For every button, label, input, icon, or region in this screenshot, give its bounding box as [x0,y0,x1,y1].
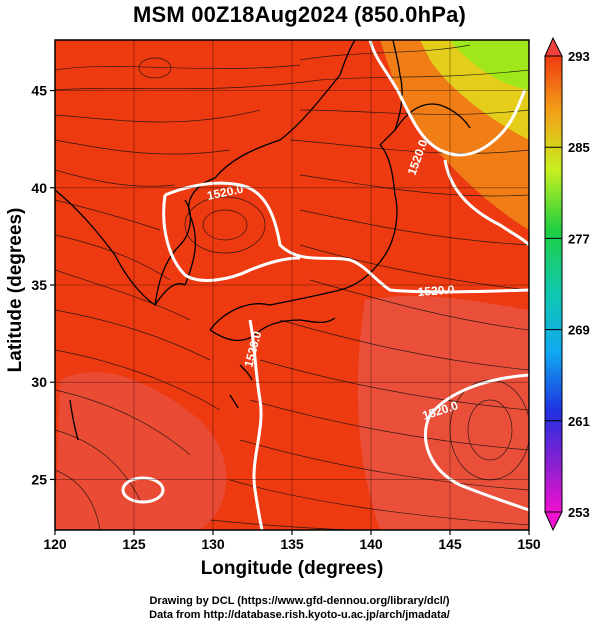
colorbar-tick-label: 269 [568,323,590,338]
y-tick-label: 40 [31,180,47,196]
contours [121,40,529,530]
coastlines [55,40,471,441]
y-tick-label: 25 [31,471,47,487]
colorbar-tick-label: 261 [568,414,590,429]
x-tick-label: 130 [201,536,225,552]
credits: Drawing by DCL (https://www.gfd-dennou.o… [0,594,599,622]
y-tick-label: 45 [31,83,47,99]
y-tick-label: 35 [31,277,47,293]
credit-data: Data from http://database.rish.kyoto-u.a… [149,609,450,621]
colorbar-ticks: 293 285 277 269 261 253 [545,49,590,520]
y-ticks: 25 30 35 40 45 [31,83,55,487]
colorbar-tick-label: 293 [568,49,590,64]
x-tick-label: 135 [280,536,304,552]
x-tick-label: 145 [438,536,462,552]
colorbar-scale [544,55,563,513]
y-axis-label-wrap: Latitude (degrees) [2,190,30,390]
colorbar-tick-label: 253 [568,505,590,520]
chart-title: MSM 00Z18Aug2024 (850.0hPa) [132,2,467,27]
warm-patch-south [55,372,227,530]
x-tick-label: 150 [517,536,541,552]
warm-patch-east [357,295,529,530]
x-tick-label: 140 [359,536,383,552]
credit-drawing: Drawing by DCL (https://www.gfd-dennou.o… [149,595,450,607]
y-tick-label: 30 [31,374,47,390]
contour-label: 1520.0 [417,282,455,299]
y-axis-label: Latitude (degrees) [5,207,26,373]
colorbar-tick-label: 285 [568,140,590,155]
colorbar-bottom-arrow [544,511,563,532]
x-tick-label: 125 [122,536,146,552]
colorbar-top-arrow [544,36,563,57]
colorbar-tick-label: 277 [568,231,590,246]
x-axis-label: Longitude (degrees) [200,558,384,579]
colorbar: 293 285 277 269 261 253 [544,36,590,532]
x-tick-label: 120 [43,536,67,552]
x-ticks: 120 125 130 135 140 145 150 [43,530,541,552]
gridlines [55,40,529,530]
cool-corner [450,40,529,90]
